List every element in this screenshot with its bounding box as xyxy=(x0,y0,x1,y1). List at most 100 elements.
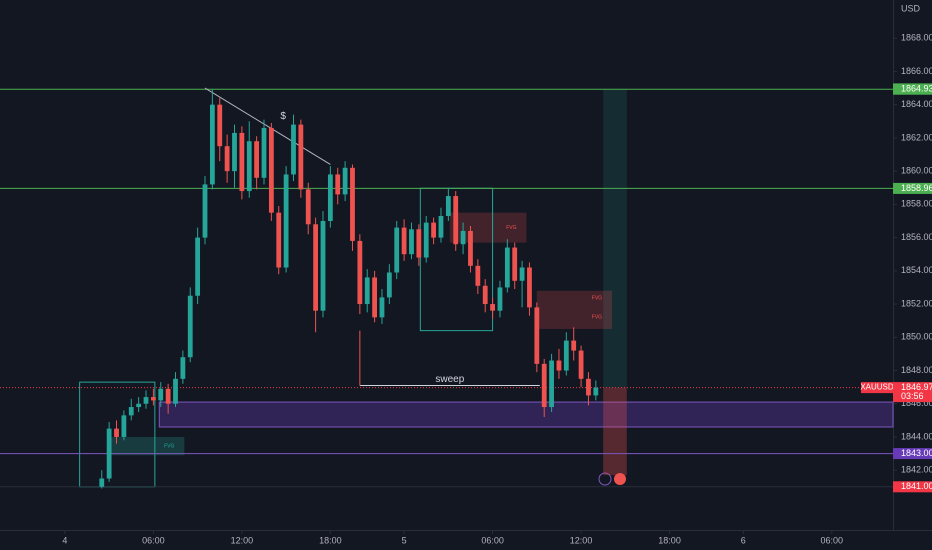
candle-body xyxy=(571,340,577,351)
current-tag xyxy=(893,382,932,403)
y-tick-label: 1862.00 xyxy=(901,132,932,142)
x-tick-label: 06:00 xyxy=(821,535,844,545)
candle-body xyxy=(121,415,127,437)
zone-label: FVG xyxy=(164,443,174,449)
candle-body xyxy=(217,104,223,147)
y-tick-label: 1864.00 xyxy=(901,99,932,109)
y-tick-label: 1848.00 xyxy=(901,365,932,375)
candle-body xyxy=(504,247,510,288)
price-tag xyxy=(893,83,932,95)
y-tick-label: 1856.00 xyxy=(901,232,932,242)
zone xyxy=(158,401,894,428)
candle-body xyxy=(224,146,230,172)
candle-body xyxy=(497,287,503,311)
y-tick-label: 1854.00 xyxy=(901,265,932,275)
price-tag xyxy=(893,448,932,460)
zone xyxy=(536,290,613,306)
candle-body xyxy=(158,388,164,401)
candle-body xyxy=(372,277,377,318)
y-tick-label: 1868.00 xyxy=(901,33,932,43)
y-tick-label: 1858.00 xyxy=(901,199,932,209)
y-tick-label: 1844.00 xyxy=(901,431,932,441)
candle-body xyxy=(431,222,436,238)
candle-body xyxy=(401,227,407,255)
candle-body xyxy=(460,230,466,245)
candle-body xyxy=(143,397,149,404)
candle-body xyxy=(276,212,282,268)
x-tick-label: 4 xyxy=(62,535,67,545)
candle-body xyxy=(114,428,119,437)
x-tick-label: 18:00 xyxy=(319,535,342,545)
price-tag-label: 1858.96 xyxy=(901,183,932,193)
y-tick-label: 1850.00 xyxy=(901,332,932,342)
candle-body xyxy=(298,124,304,190)
candle-body xyxy=(283,174,289,268)
candle-body xyxy=(556,360,562,371)
candle-body xyxy=(593,387,599,396)
annotation: $ xyxy=(280,111,286,122)
currency: USD xyxy=(901,3,921,13)
candle-body xyxy=(475,265,481,286)
zone-label: FVG xyxy=(592,315,602,321)
y-tick-label: 1866.00 xyxy=(901,66,932,76)
line-label: sweep xyxy=(435,374,464,385)
candle-body xyxy=(261,127,267,178)
candle-body xyxy=(165,388,171,404)
candle-body xyxy=(180,357,186,379)
symbol-tag-label: XAUUSD xyxy=(860,383,894,392)
candle-body xyxy=(254,141,260,178)
zone-label: FVG xyxy=(592,296,602,302)
y-tick-label: 1852.00 xyxy=(901,298,932,308)
candle-body xyxy=(335,174,341,195)
candle-body xyxy=(386,272,392,298)
zone xyxy=(603,387,627,476)
x-tick-label: 06:00 xyxy=(142,535,165,545)
candle-body xyxy=(453,196,459,245)
candle-body xyxy=(409,229,414,255)
candle-body xyxy=(394,227,400,273)
y-tick-label: 1860.00 xyxy=(901,166,932,176)
candle-body xyxy=(423,222,429,258)
candle-body xyxy=(173,378,178,404)
candle-body xyxy=(268,127,274,213)
candle-body xyxy=(291,124,296,175)
candle-body xyxy=(239,132,245,192)
icon[interactable] xyxy=(598,472,612,486)
candle-body xyxy=(512,247,518,281)
candle-body xyxy=(534,307,540,364)
x-tick-label: 5 xyxy=(402,535,407,545)
candle-body xyxy=(195,237,201,296)
candle-body xyxy=(232,132,237,172)
candle-body xyxy=(578,350,584,379)
candle-body xyxy=(209,104,215,185)
icon[interactable] xyxy=(614,473,626,485)
candle-body xyxy=(320,220,326,311)
candle-body xyxy=(327,174,333,221)
candle-body xyxy=(549,360,554,408)
candle-body xyxy=(490,304,495,311)
candle-body xyxy=(99,478,105,487)
x-tick-label: 12:00 xyxy=(231,535,254,545)
x-tick-label: 06:00 xyxy=(481,535,504,545)
candle-body xyxy=(246,141,252,192)
candle-body xyxy=(128,407,134,416)
candle-body xyxy=(379,297,385,318)
candle-body xyxy=(541,363,547,408)
candle-body xyxy=(527,267,532,308)
y-tick-label: 1846.00 xyxy=(901,398,932,408)
symbol-tag xyxy=(861,382,893,394)
candle-body xyxy=(150,397,156,401)
price-tag xyxy=(893,481,932,493)
candle-body xyxy=(187,295,193,358)
candle-body xyxy=(482,285,488,305)
current-tag-label: 1846.97 xyxy=(901,382,932,392)
candle-body xyxy=(519,267,525,281)
candle-body xyxy=(136,403,142,408)
candle-body xyxy=(350,167,355,241)
price-tag-label: 1843.00 xyxy=(901,448,932,458)
candle-body xyxy=(342,167,348,195)
candle-body xyxy=(106,428,112,479)
candle-body xyxy=(305,189,311,225)
